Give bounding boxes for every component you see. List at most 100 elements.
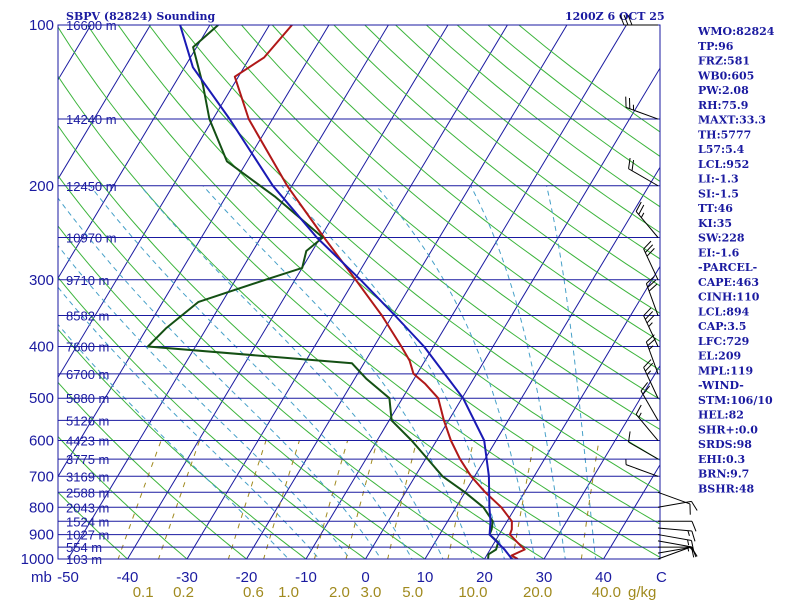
wind-barb [625,96,659,120]
wind-barb-half-flag [687,539,690,546]
wind-barb [628,158,659,187]
height-label: 7600 m [66,340,109,355]
wind-barb-staff [643,248,659,280]
wind-barb-staff [657,534,692,541]
sounding-index: HEL:82 [698,409,744,422]
wind-barb [640,382,659,421]
moist-adiabat-line [281,185,505,559]
wind-barb [619,14,658,26]
wind-barb-flag [691,530,696,542]
pressure-tick-label: 800 [29,499,54,516]
sounding-index: EI:-1.6 [698,246,740,259]
wind-barbs [619,14,698,560]
dry-adiabat-line [58,124,545,559]
sounding-index: WB0:605 [697,69,754,82]
wind-barb-flag [691,521,697,532]
sounding-index: CAPE:463 [698,276,759,289]
height-labels: 16600 m 14240 m 12450 m 10970 m 9710 m 8582 m… [66,18,117,567]
sounding-index: STM:106/10 [698,394,773,407]
mixing-ratio-label: 0.6 [243,584,264,600]
mixing-ratio-line [313,440,349,559]
mixing-ratio-unit-label: g/kg [628,584,656,600]
temperature-tick-label: 10 [417,569,434,586]
wind-barb [658,546,697,558]
sounding-index: PW:2.08 [698,84,749,97]
pressure-tick-label: 600 [29,433,54,450]
sounding-index: SRDS:98 [698,438,752,451]
dry-adiabat-line [58,225,426,559]
wind-barb-staff [625,464,659,477]
wind-barb [628,431,659,460]
height-label: 9710 m [66,273,109,288]
pressure-tick-label: 1000 [21,551,54,568]
dry-adiabat-line [117,25,660,493]
wind-barb-staff [628,168,659,187]
wind-barb [657,540,695,558]
mixing-ratio-label: 40.0 [592,584,621,600]
dry-adiabat-line [241,25,660,371]
isotherm-line [58,25,330,478]
isotherm-line [58,25,211,280]
wind-barb-flag [619,14,625,26]
mixing-ratio-label: 3.0 [361,584,382,600]
sounding-index: LCL:894 [698,305,750,318]
wind-barb-flag [644,311,654,320]
wind-barb-staff [640,390,659,421]
dry-adiabat-line [58,328,307,559]
temperature-tick-label: -50 [57,569,79,586]
wind-barb-flag [623,14,629,26]
sounding-index: TH:5777 [698,128,751,141]
height-label: 1524 m [66,514,109,529]
temperature-tick-label: -30 [176,569,198,586]
wind-barb-staff [657,546,692,554]
moist-adiabat-line [58,197,382,559]
mixing-ratio-label: 1.0 [278,584,299,600]
wind-barb-flag [691,501,698,511]
pressure-tick-labels: 100 200 300 400 500 600 700 800 900 1000 [21,17,54,568]
wind-barb-flag [643,359,652,368]
valid-time: 1200Z 6 OCT 25 [565,10,665,23]
mixing-ratio-label: 0.1 [133,584,154,600]
temperature-tick-label: 20 [476,569,493,586]
height-label: 554 m [66,540,102,555]
sounding-index: MAXT:33.3 [698,114,766,127]
isotherm-line [58,25,270,379]
wind-barb-flag [644,362,654,372]
wind-barb-flag [643,307,652,317]
dry-adiabat-line [58,491,129,559]
sounding-index: -WIND- [698,379,744,392]
height-label: 8582 m [66,309,109,324]
mixing-ratio-label: 20.0 [523,584,552,600]
wind-barb [635,404,659,441]
dry-adiabat-line [86,25,660,525]
wind-barb-staff [645,283,659,316]
height-label: 2588 m [66,485,109,500]
pressure-tick-label: 400 [29,339,54,356]
wind-barb-staff [643,315,659,347]
mixing-ratio-line [117,440,162,559]
sounding-index: KI:35 [698,217,732,230]
wind-barb-flag [642,385,651,395]
sounding-index: TT:46 [698,202,733,215]
mixing-ratio-line [447,440,475,559]
wind-barb-flag [628,431,631,443]
mixing-ratio-line [345,440,378,559]
wind-barb-flag [691,546,697,558]
height-label: 5880 m [66,391,109,406]
sounding-index: EL:209 [698,350,741,363]
mixing-ratio-label: 10.0 [458,584,487,600]
isotherm-line [186,25,508,559]
dewpoint-trace [146,25,500,559]
mixing-ratio-line [580,440,600,559]
wind-barb [635,201,659,238]
wind-barb-half-flag [648,322,653,327]
wind-barb [625,459,659,477]
celsius-unit-label: C [656,569,667,586]
moist-adiabat-line [546,185,597,559]
height-label: 14240 m [66,112,117,127]
parcel-path-trace [179,25,513,559]
sounding-index: FRZ:581 [698,55,750,68]
sounding-index: CINH:110 [698,291,760,304]
wind-barb-half-flag [638,412,642,418]
